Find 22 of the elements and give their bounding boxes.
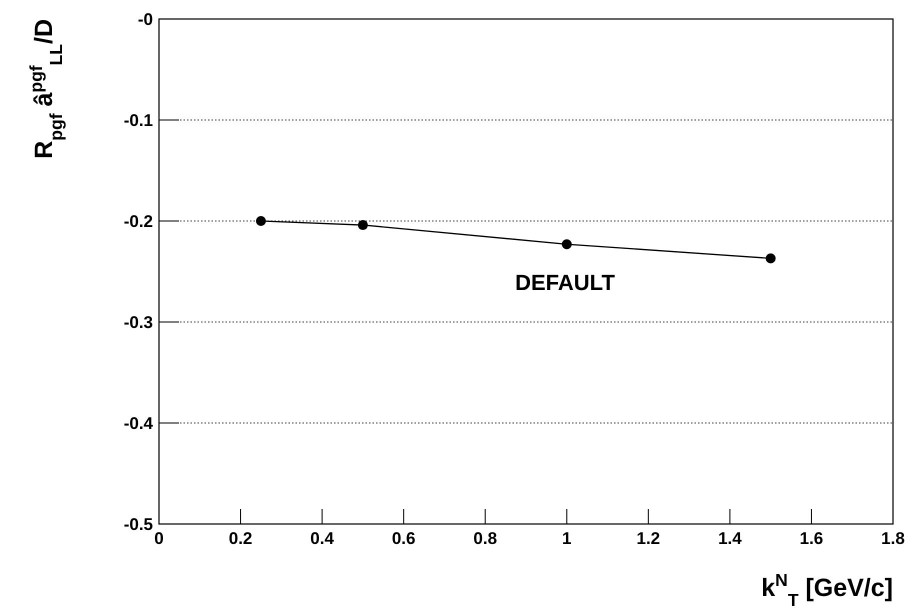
x-tick-label: 0.2 — [228, 529, 252, 548]
point — [358, 220, 368, 230]
y-tick-label: -0.2 — [124, 212, 153, 231]
x-tick-label: 0.6 — [392, 529, 416, 548]
x-tick-label: 1.2 — [636, 529, 660, 548]
y-tick-label: -0.5 — [124, 515, 153, 534]
x-tick-label: 0 — [154, 529, 164, 548]
point — [256, 216, 266, 226]
x-tick-label: 1.8 — [881, 529, 905, 548]
x-tick-label: 1.6 — [800, 529, 824, 548]
annotation: DEFAULT — [515, 270, 616, 295]
x-axis-title: k$^{N}$$_{T}$ [GeV/c] — [761, 570, 893, 608]
y-tick-label: -0.4 — [124, 414, 154, 433]
point — [766, 253, 776, 264]
y-tick-label: -0 — [138, 10, 153, 29]
x-tick-label: 1 — [562, 529, 572, 548]
x-tick-label: 0.8 — [473, 529, 498, 548]
x-tick-label: 0.4 — [310, 529, 334, 548]
x-tick-label: 1.4 — [718, 529, 742, 548]
y-tick-label: -0.3 — [124, 313, 153, 332]
point — [562, 239, 572, 250]
y-tick-label: -0.1 — [124, 111, 153, 130]
